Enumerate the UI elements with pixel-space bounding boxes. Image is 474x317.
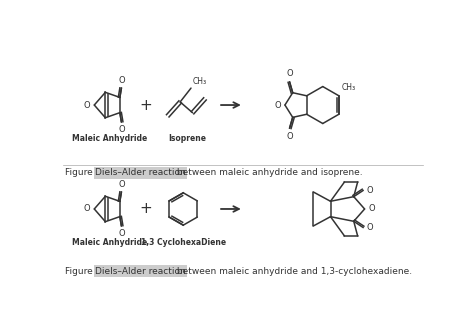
Text: O: O: [119, 229, 126, 238]
Text: Maleic Anhydride: Maleic Anhydride: [72, 238, 147, 247]
Text: O: O: [286, 69, 293, 78]
Text: O: O: [367, 223, 374, 232]
Text: Figure 2: Figure 2: [65, 267, 105, 276]
Text: 1,3 CyclohexaDiene: 1,3 CyclohexaDiene: [141, 238, 226, 247]
Text: O: O: [367, 186, 374, 195]
Text: O: O: [286, 132, 293, 141]
Text: Diels–Alder reaction: Diels–Alder reaction: [95, 168, 186, 177]
Text: O: O: [84, 100, 91, 110]
Text: between maleic anhydride and 1,3-cyclohexadiene.: between maleic anhydride and 1,3-cyclohe…: [174, 267, 412, 276]
Text: O: O: [84, 204, 91, 213]
Text: +: +: [140, 98, 153, 113]
Text: Figure 1: Figure 1: [65, 168, 105, 177]
Text: +: +: [140, 202, 153, 217]
Text: O: O: [119, 180, 126, 189]
Text: O: O: [274, 100, 281, 110]
Text: O: O: [119, 125, 126, 134]
Text: between maleic anhydride and isoprene.: between maleic anhydride and isoprene.: [174, 168, 363, 177]
Text: Isoprene: Isoprene: [168, 134, 206, 143]
Text: Diels–Alder reaction: Diels–Alder reaction: [95, 267, 186, 276]
Text: CH₃: CH₃: [341, 83, 356, 92]
Text: O: O: [119, 76, 126, 85]
Text: O: O: [368, 204, 375, 213]
Text: Maleic Anhydride: Maleic Anhydride: [72, 134, 147, 143]
Text: CH₃: CH₃: [192, 77, 207, 86]
